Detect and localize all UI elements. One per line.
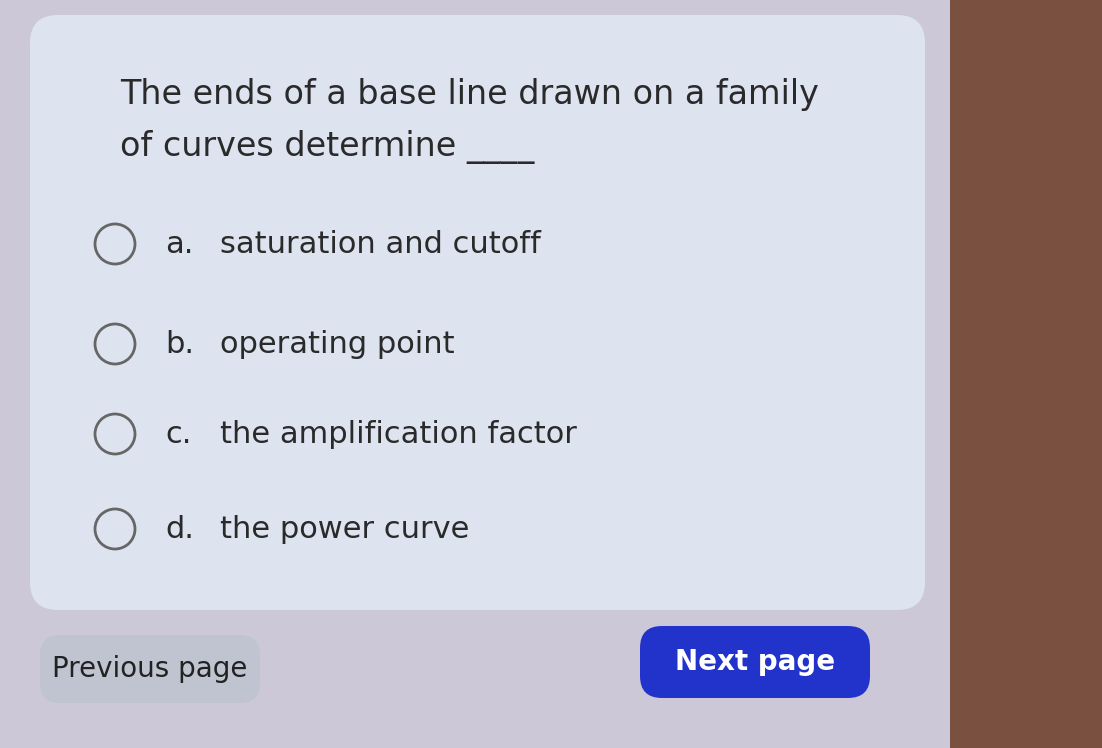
Text: a.: a. [165, 230, 193, 259]
Text: Previous page: Previous page [52, 655, 248, 683]
Text: the power curve: the power curve [220, 515, 469, 544]
Text: of curves determine ____: of curves determine ____ [120, 130, 534, 164]
Text: b.: b. [165, 330, 194, 358]
Text: the amplification factor: the amplification factor [220, 420, 576, 449]
Text: The ends of a base line drawn on a family: The ends of a base line drawn on a famil… [120, 78, 819, 111]
Text: saturation and cutoff: saturation and cutoff [220, 230, 541, 259]
Text: Next page: Next page [674, 648, 835, 676]
FancyBboxPatch shape [30, 15, 925, 610]
Text: operating point: operating point [220, 330, 455, 358]
Text: c.: c. [165, 420, 192, 449]
FancyBboxPatch shape [640, 626, 869, 698]
FancyBboxPatch shape [40, 635, 260, 703]
FancyBboxPatch shape [950, 0, 1102, 748]
Text: d.: d. [165, 515, 194, 544]
